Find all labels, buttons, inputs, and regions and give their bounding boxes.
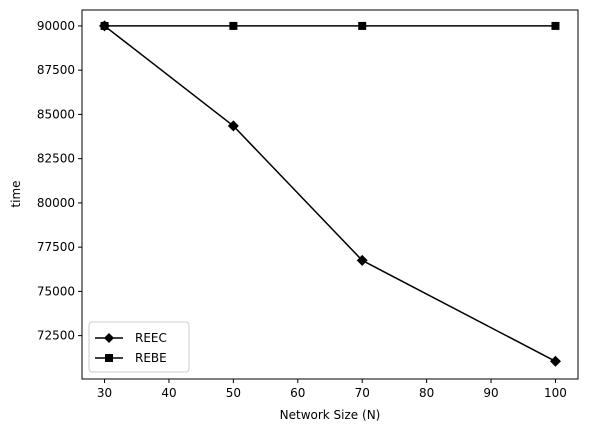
y-tick-label: 77500: [37, 240, 75, 254]
data-point-rebe: [229, 21, 238, 30]
y-tick-label: 75000: [37, 284, 75, 298]
x-tick-label: 90: [483, 386, 498, 400]
legend-item-rebe: REBE: [95, 351, 167, 365]
data-point-reec: [356, 254, 368, 266]
series-rebe: [100, 21, 560, 30]
legend-label-rebe: REBE: [135, 351, 167, 365]
y-tick-label: 87500: [37, 63, 75, 77]
legend-marker-reec: [104, 333, 114, 343]
data-point-rebe: [358, 21, 367, 30]
series-line-reec: [104, 25, 556, 362]
y-axis: 72500 75000 77500 80000 82500 85000 87500 90000: [37, 19, 82, 343]
legend-item-reec: REEC: [95, 331, 167, 345]
x-axis-label: Network Size (N): [280, 408, 381, 422]
x-tick-label: 70: [355, 386, 370, 400]
x-tick-label: 40: [161, 386, 176, 400]
data-point-reec: [227, 120, 239, 132]
x-tick-label: 30: [97, 386, 112, 400]
plot-series: [99, 20, 561, 367]
y-tick-label: 80000: [37, 196, 75, 210]
y-tick-label: 90000: [37, 19, 75, 33]
x-tick-label: 50: [226, 386, 241, 400]
x-axis: 30 40 50 60 70 80 90 100: [97, 379, 567, 400]
legend-marker-rebe: [105, 354, 113, 362]
x-tick-label: 80: [419, 386, 434, 400]
legend-label-reec: REEC: [135, 331, 167, 345]
data-point-rebe: [551, 21, 560, 30]
series-reec: [99, 20, 561, 367]
y-axis-label: time: [9, 180, 23, 207]
legend: REEC REBE: [88, 321, 190, 373]
data-point-reec: [549, 355, 561, 367]
y-tick-label: 85000: [37, 107, 75, 121]
data-point-rebe: [100, 21, 109, 30]
legend-box: [88, 321, 190, 373]
y-tick-label: 82500: [37, 152, 75, 166]
x-tick-label: 60: [290, 386, 305, 400]
y-tick-label: 72500: [37, 329, 75, 343]
plot-frame: [81, 9, 579, 380]
x-tick-label: 100: [544, 386, 567, 400]
